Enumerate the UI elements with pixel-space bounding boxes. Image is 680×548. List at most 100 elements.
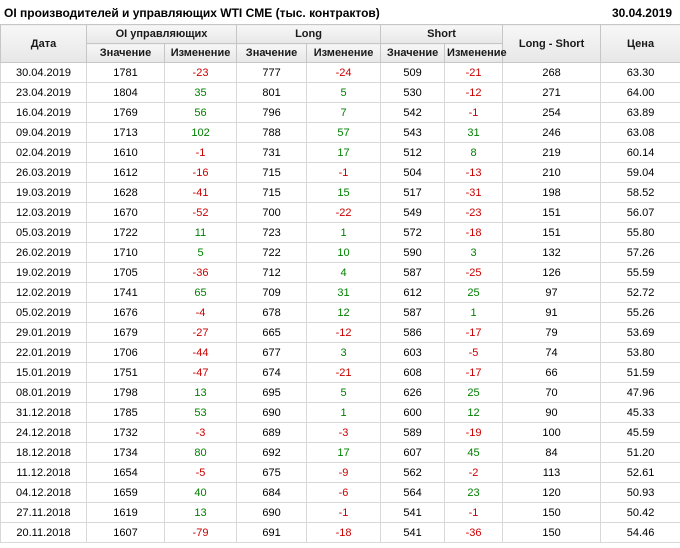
table-row: 19.02.2019 1705 -36 712 4 587 -25 126 55.59 <box>0 262 680 283</box>
price-cell: 53.80 <box>600 342 680 363</box>
oi-value-cell: 1706 <box>86 342 165 363</box>
table-row: 23.04.2019 1804 35 801 5 530 -12 271 64.00 <box>0 82 680 103</box>
title-bar: OI производителей и управляющих WTI CME … <box>0 0 680 24</box>
long-change-cell: -12 <box>306 322 382 343</box>
long-value-cell: 801 <box>236 82 308 103</box>
short-change-cell: 3 <box>444 242 504 263</box>
short-value-cell: 530 <box>380 82 446 103</box>
long-value-cell: 722 <box>236 242 308 263</box>
short-change-cell: -12 <box>444 82 504 103</box>
date-cell: 23.04.2019 <box>0 82 87 103</box>
oi-value-cell: 1619 <box>86 502 165 523</box>
table-row: 05.03.2019 1722 11 723 1 572 -18 151 55.80 <box>0 222 680 243</box>
oi-value-cell: 1734 <box>86 442 165 463</box>
price-cell: 63.08 <box>600 122 680 143</box>
price-cell: 58.52 <box>600 182 680 203</box>
price-cell: 45.59 <box>600 422 680 443</box>
short-value-cell: 512 <box>380 142 446 163</box>
long-value-cell: 691 <box>236 522 308 543</box>
long-value-cell: 692 <box>236 442 308 463</box>
price-cell: 60.14 <box>600 142 680 163</box>
date-cell: 22.01.2019 <box>0 342 87 363</box>
oi-value-cell: 1654 <box>86 462 165 483</box>
oi-value-cell: 1732 <box>86 422 165 443</box>
oi-change-cell: 35 <box>163 82 238 103</box>
long-value-cell: 715 <box>236 182 308 203</box>
short-value-cell: 543 <box>380 122 446 143</box>
table-row: 12.02.2019 1741 65 709 31 612 25 97 52.72 <box>0 282 680 303</box>
date-cell: 02.04.2019 <box>0 142 87 163</box>
table-row: 22.01.2019 1706 -44 677 3 603 -5 74 53.80 <box>0 342 680 363</box>
short-value-cell: 541 <box>380 522 446 543</box>
oi-change-cell: 56 <box>163 102 238 123</box>
date-cell: 11.12.2018 <box>0 462 87 483</box>
oi-change-cell: -27 <box>163 322 238 343</box>
long-value-cell: 674 <box>236 362 308 383</box>
long-change-cell: -21 <box>306 362 382 383</box>
price-cell: 47.96 <box>600 382 680 403</box>
oi-value-cell: 1659 <box>86 482 165 503</box>
price-cell: 55.26 <box>600 302 680 323</box>
short-change-cell: 45 <box>444 442 504 463</box>
long-value-cell: 777 <box>236 62 308 83</box>
subheader-short-change: Изменение <box>444 43 507 63</box>
long-value-cell: 709 <box>236 282 308 303</box>
short-value-cell: 586 <box>380 322 446 343</box>
table-row: 11.12.2018 1654 -5 675 -9 562 -2 113 52.61 <box>0 462 680 483</box>
short-change-cell: -17 <box>444 322 504 343</box>
short-value-cell: 562 <box>380 462 446 483</box>
short-change-cell: 1 <box>444 302 504 323</box>
table-row: 20.11.2018 1607 -79 691 -18 541 -36 150 54.46 <box>0 522 680 543</box>
date-cell: 30.04.2019 <box>0 62 87 83</box>
table-row: 05.02.2019 1676 -4 678 12 587 1 91 55.26 <box>0 302 680 323</box>
long-value-cell: 796 <box>236 102 308 123</box>
long-short-cell: 113 <box>502 462 602 483</box>
short-value-cell: 587 <box>380 262 446 283</box>
col-group-oi: OI управляющих <box>85 24 238 44</box>
oi-table: Дата OI управляющих Long Short Long - Sh… <box>0 24 680 543</box>
oi-change-cell: -16 <box>163 162 238 183</box>
short-value-cell: 600 <box>380 402 446 423</box>
long-change-cell: 5 <box>306 382 382 403</box>
long-value-cell: 675 <box>236 462 308 483</box>
oi-value-cell: 1710 <box>86 242 165 263</box>
date-cell: 20.11.2018 <box>0 522 87 543</box>
oi-value-cell: 1769 <box>86 102 165 123</box>
oi-change-cell: -3 <box>163 422 238 443</box>
table-row: 08.01.2019 1798 13 695 5 626 25 70 47.96 <box>0 382 680 403</box>
date-cell: 04.12.2018 <box>0 482 87 503</box>
short-change-cell: -25 <box>444 262 504 283</box>
short-value-cell: 572 <box>380 222 446 243</box>
long-value-cell: 677 <box>236 342 308 363</box>
price-cell: 54.46 <box>600 522 680 543</box>
long-value-cell: 665 <box>236 322 308 343</box>
table-row: 24.12.2018 1732 -3 689 -3 589 -19 100 45.59 <box>0 422 680 443</box>
header-row-groups: Дата OI управляющих Long Short Long - Sh… <box>0 24 680 63</box>
oi-value-cell: 1751 <box>86 362 165 383</box>
long-value-cell: 690 <box>236 402 308 423</box>
long-short-cell: 79 <box>502 322 602 343</box>
table-row: 30.04.2019 1781 -23 777 -24 509 -21 268 63.30 <box>0 62 680 83</box>
long-value-cell: 723 <box>236 222 308 243</box>
table-row: 04.12.2018 1659 40 684 -6 564 23 120 50.93 <box>0 482 680 503</box>
col-header-long-short: Long - Short <box>502 24 602 63</box>
short-change-cell: -23 <box>444 202 504 223</box>
long-short-cell: 100 <box>502 422 602 443</box>
long-short-cell: 198 <box>502 182 602 203</box>
date-cell: 15.01.2019 <box>0 362 87 383</box>
short-value-cell: 517 <box>380 182 446 203</box>
long-value-cell: 678 <box>236 302 308 323</box>
short-change-cell: -5 <box>444 342 504 363</box>
price-cell: 52.61 <box>600 462 680 483</box>
short-value-cell: 626 <box>380 382 446 403</box>
short-change-cell: -31 <box>444 182 504 203</box>
oi-change-cell: -36 <box>163 262 238 283</box>
long-change-cell: 12 <box>306 302 382 323</box>
long-short-cell: 90 <box>502 402 602 423</box>
price-cell: 50.42 <box>600 502 680 523</box>
oi-value-cell: 1676 <box>86 302 165 323</box>
oi-value-cell: 1781 <box>86 62 165 83</box>
short-value-cell: 541 <box>380 502 446 523</box>
date-cell: 26.03.2019 <box>0 162 87 183</box>
price-cell: 63.89 <box>600 102 680 123</box>
